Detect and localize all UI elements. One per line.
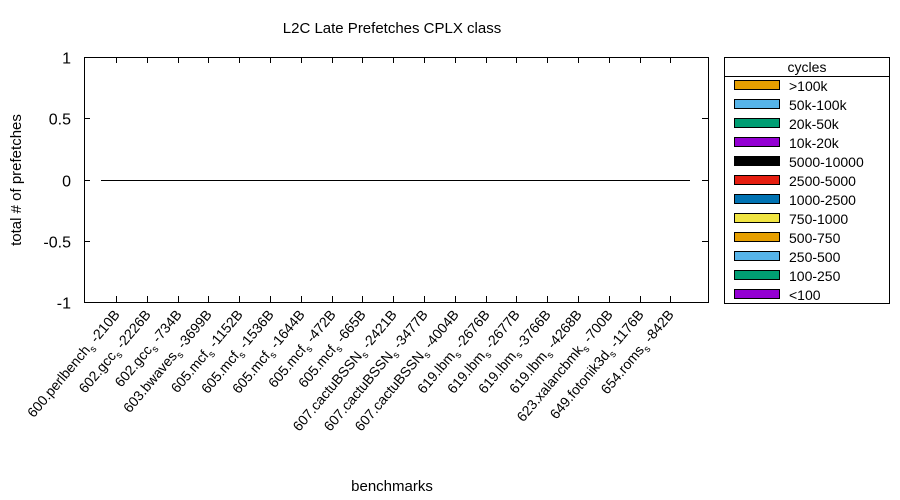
legend-swatch [734,80,780,90]
x-tick-label-subscript: s [304,344,316,355]
legend-swatch [734,137,780,147]
x-tick-label-subscript: s [334,344,346,355]
legend-label: 10k-20k [789,135,840,151]
y-tick-label: 1 [62,51,71,68]
y-tick-label: 0 [62,174,71,191]
legend-swatch [734,232,780,242]
legend-swatch [734,118,780,128]
x-tick-label-subscript: s [483,350,495,361]
legend-label: 250-500 [789,249,841,265]
x-tick-label-subscript: s [391,350,403,361]
chart-title: L2C Late Prefetches CPLX class [283,20,501,37]
legend-swatch [734,99,780,109]
y-axis-title: total # of prefetches [8,114,25,246]
legend-title: cycles [788,59,827,75]
y-tick-label: -1 [57,296,71,313]
legend-label: <100 [789,287,821,303]
legend-label: 5000-10000 [789,154,864,170]
x-tick-label-subscript: s [237,350,249,361]
legend-swatch [734,270,780,280]
legend-label: 750-1000 [789,211,848,227]
x-tick-label-subscript: s [114,350,126,361]
x-tick-label-subscript: s [453,350,465,361]
x-tick-label-subscript: s [514,350,526,361]
legend-swatch [734,213,780,223]
x-tick-label-suffix: -842B [638,307,677,349]
legend-label: >100k [789,78,829,94]
y-tick-label: -0.5 [43,235,71,252]
legend-label: 50k-100k [789,97,848,113]
x-axis-title: benchmarks [351,478,433,495]
legend-swatch [734,156,780,166]
x-tick-label-name: 654.roms [597,342,647,397]
legend-label: 2500-5000 [789,173,856,189]
legend-swatch [734,289,780,299]
legend-box [724,57,890,304]
x-tick-label-suffix: -472B [300,307,339,349]
legend-label: 100-250 [789,268,841,284]
legend-label: 500-750 [789,230,841,246]
legend-swatch [734,251,780,261]
x-tick-label-subscript: s [581,344,593,355]
x-tick-label-subscript: s [150,344,162,355]
x-tick-label-subscript: s [422,350,434,361]
legend-label: 20k-50k [789,116,840,132]
y-axis: 1 0.5 0 -0.5 -1 [43,51,708,313]
x-tick-label-subscript: s [642,344,654,355]
legend-label: 1000-2500 [789,192,856,208]
legend-swatch [734,175,780,185]
legend: cycles >100k 50k-100k 20k-50k 10k-20k 5000-1… [724,57,890,304]
x-tick-label-subscript: s [607,349,619,360]
legend-swatch [734,194,780,204]
x-tick-label-subscript: s [268,350,280,361]
x-tick-label-subscript: s [206,349,218,360]
x-tick-label-subscript: s [175,350,187,361]
x-tick-label-subscript: s [545,350,557,361]
y-tick-label: 0.5 [49,112,71,129]
x-tick-label-subscript: s [88,344,100,355]
x-tick-label-subscript: s [360,350,372,361]
